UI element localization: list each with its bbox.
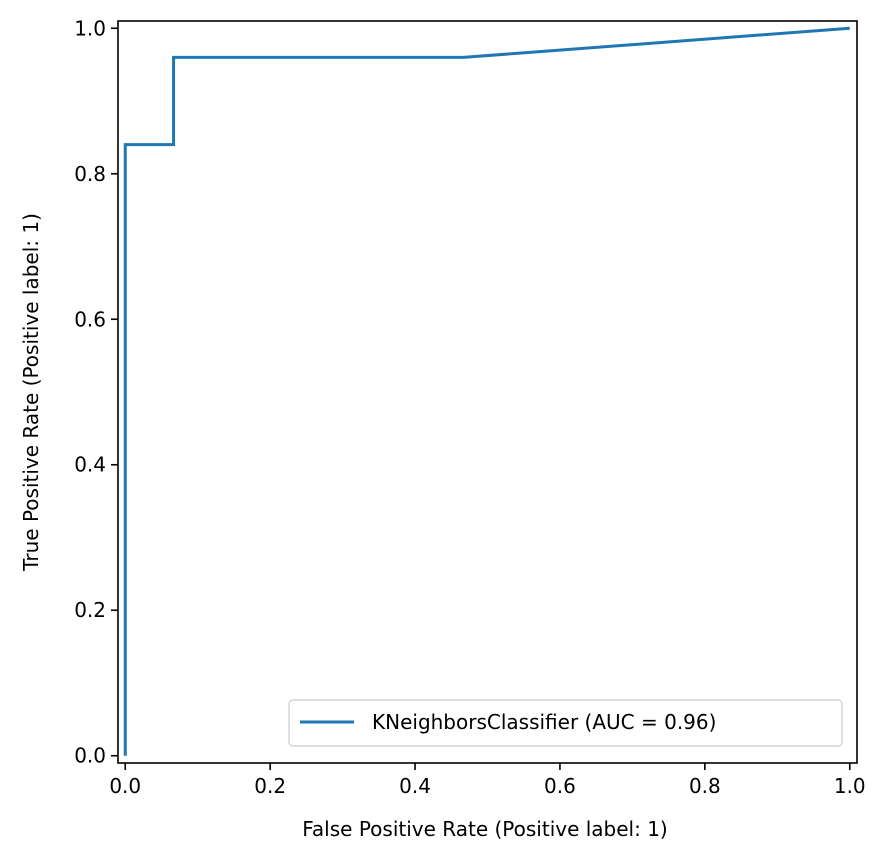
y-tick-label: 1.0 [74,16,106,40]
plot-area [117,20,858,764]
x-tick-label: 0.4 [399,774,431,798]
x-tick-label: 0.8 [689,774,721,798]
x-tick-label: 1.0 [834,774,866,798]
axis-ticks: 0.0 0.2 0.4 0.6 0.8 1.0 0.0 0.2 0.4 0.6 0.8 1.0 [74,16,865,798]
y-tick-label: 0.6 [74,307,106,331]
roc-curve-series-0 [123,26,850,756]
y-tick-label: 0.4 [74,453,106,477]
x-tick-label: 0.2 [254,774,286,798]
legend-entry-label: KNeighborsClassifier (AUC = 0.96) [372,710,716,734]
y-axis-label: True Positive Rate (Positive label: 1) [19,213,43,572]
x-axis-label: False Positive Rate (Positive label: 1) [302,817,668,841]
x-tick-label: 0.6 [544,774,576,798]
legend-box [288,699,843,747]
y-tick-label: 0.0 [74,744,106,768]
legend: KNeighborsClassifier (AUC = 0.96) [288,699,843,747]
y-tick-label: 0.8 [74,162,106,186]
y-tick-label: 0.2 [74,598,106,622]
axes-frame [117,20,858,764]
x-tick-label: 0.0 [109,774,141,798]
